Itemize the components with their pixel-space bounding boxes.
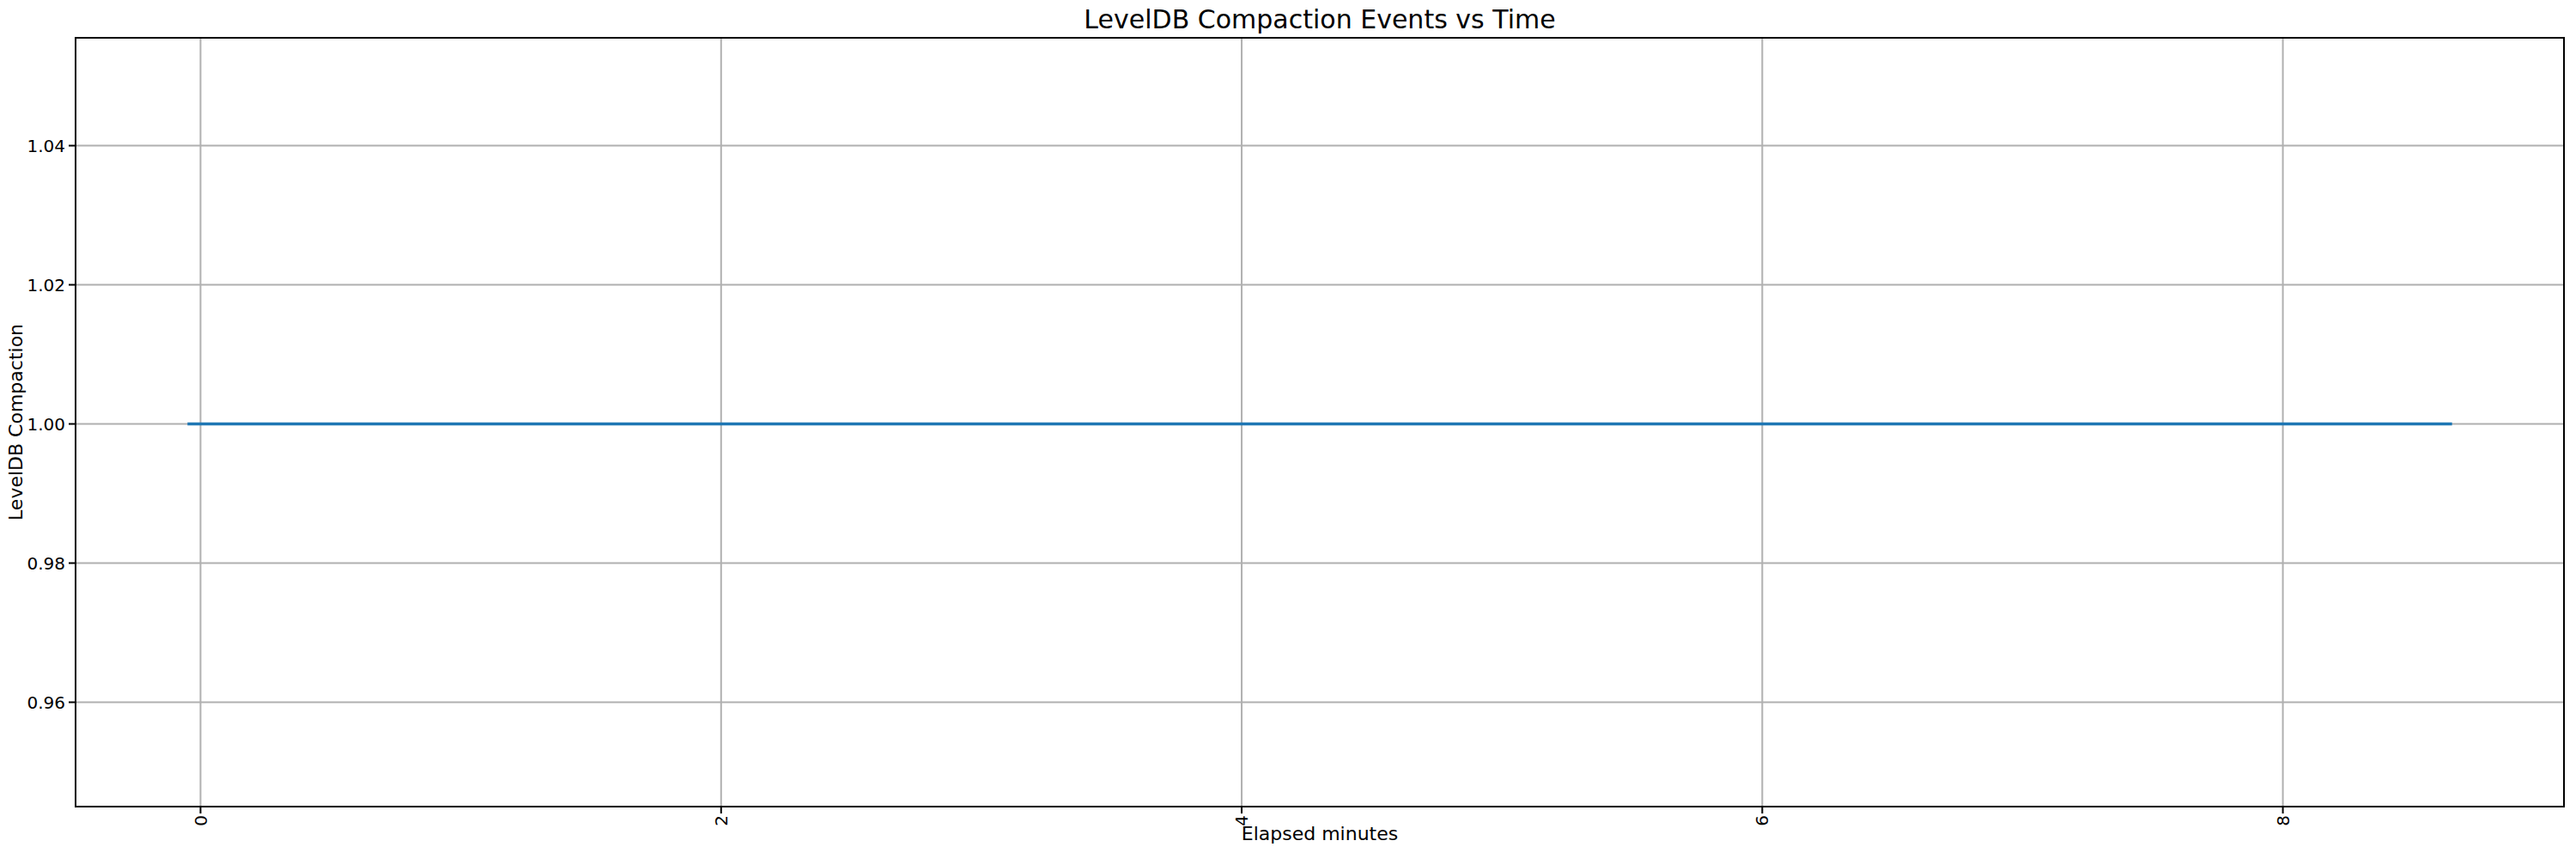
chart-title: LevelDB Compaction Events vs Time [76, 3, 2564, 36]
chart-figure: 024680.960.981.001.021.04 LevelDB Compac… [0, 0, 2576, 859]
plot-area: 024680.960.981.001.021.04 [0, 0, 2576, 859]
y-axis-label: LevelDB Compaction [5, 38, 38, 807]
x-axis-label: Elapsed minutes [76, 823, 2564, 844]
plot-frame [76, 38, 2564, 807]
